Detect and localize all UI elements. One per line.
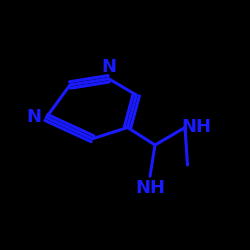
Text: N: N (101, 58, 116, 76)
Text: N: N (26, 108, 41, 126)
Text: NH: NH (181, 118, 211, 136)
Text: NH: NH (135, 179, 165, 197)
